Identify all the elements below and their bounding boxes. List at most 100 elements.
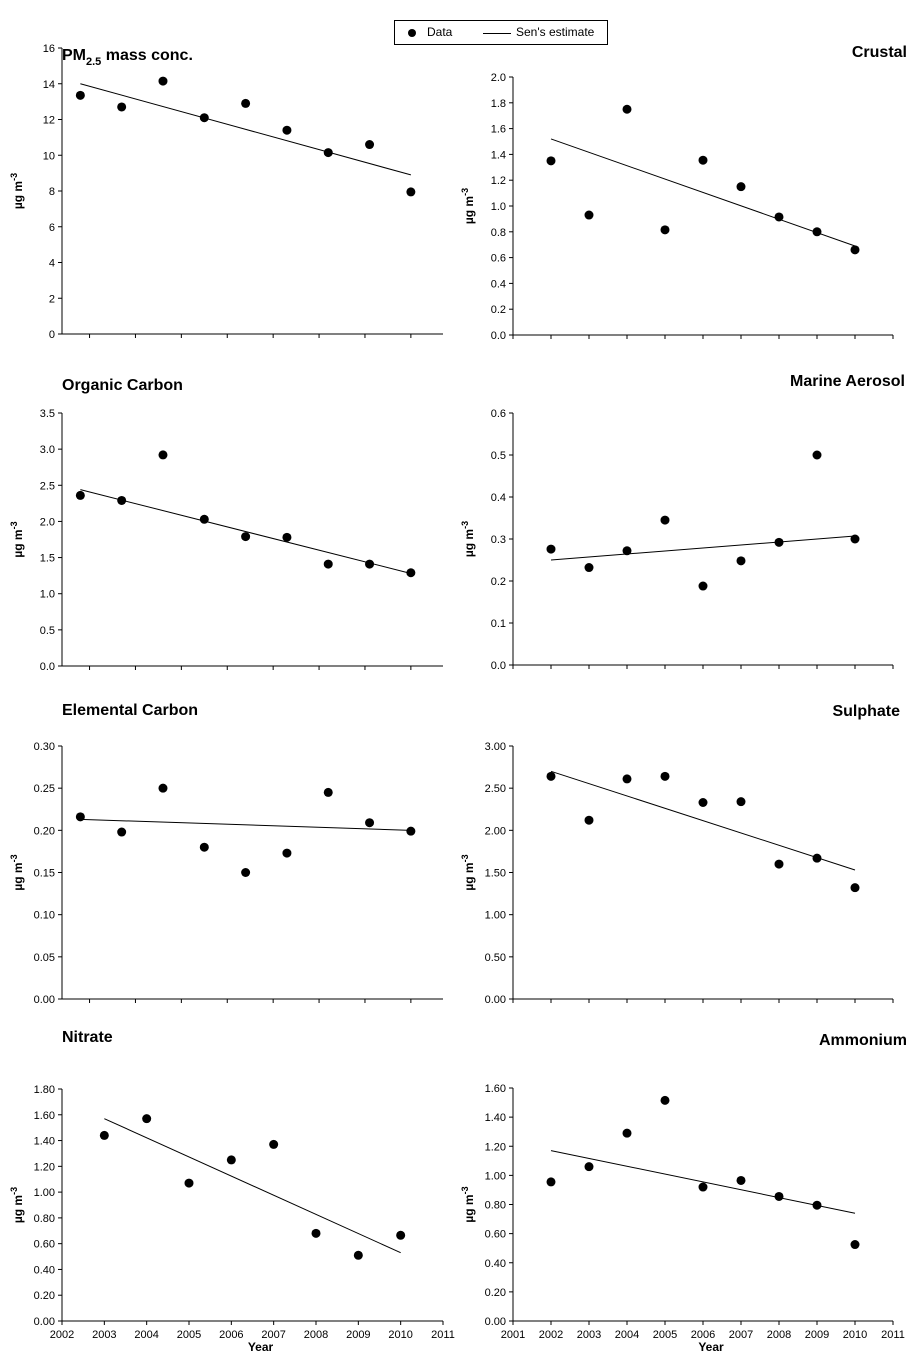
x-tick-label: 2004 <box>134 1329 158 1341</box>
y-tick-label: 12 <box>43 115 55 127</box>
data-point <box>546 1177 556 1187</box>
y-tick-label: 0.60 <box>485 1229 506 1241</box>
x-tick-label: 2004 <box>615 1329 639 1341</box>
chart-title: PM2.5 mass conc. <box>62 47 193 68</box>
chart-title-main: PM <box>62 47 86 64</box>
x-tick-label: 2007 <box>261 1329 285 1341</box>
legend-data-label: Data <box>427 25 453 39</box>
data-point <box>546 771 556 781</box>
data-point <box>241 532 251 542</box>
y-tick-label: 0.30 <box>34 741 55 753</box>
data-point <box>199 113 209 123</box>
data-point <box>184 1178 194 1188</box>
y-tick-label: 0.00 <box>34 994 55 1006</box>
y-axis-label-superscript: -3 <box>9 521 19 529</box>
y-tick-label: 0.25 <box>34 783 55 795</box>
x-tick-label: 2006 <box>219 1329 243 1341</box>
y-tick-label: 2.00 <box>485 825 506 837</box>
chart-title: Organic Carbon <box>62 377 183 394</box>
y-tick-label: 0.15 <box>34 868 55 880</box>
data-point <box>117 102 127 112</box>
data-point <box>812 227 822 237</box>
y-tick-label: 0.0 <box>40 661 55 673</box>
data-point <box>736 182 746 192</box>
y-tick-label: 1.0 <box>491 201 506 213</box>
x-axis-label: Year <box>248 1340 274 1354</box>
y-tick-label: 0.3 <box>491 534 506 546</box>
data-point <box>736 556 746 566</box>
y-tick-label: 2.0 <box>491 72 506 84</box>
chart-title-subscript: 2.5 <box>86 56 101 68</box>
chart-title: Elemental Carbon <box>62 702 198 719</box>
x-tick-label: 2005 <box>177 1329 201 1341</box>
data-point <box>353 1250 363 1260</box>
data-point <box>406 568 416 578</box>
data-point <box>282 848 292 858</box>
y-axis-label-unit: µg m <box>11 181 25 209</box>
y-tick-label: 2.5 <box>40 480 55 492</box>
y-tick-label: 0.20 <box>34 1290 55 1302</box>
data-point <box>241 868 251 877</box>
data-point <box>117 495 127 505</box>
x-tick-label: 2003 <box>92 1329 116 1341</box>
chart-title: Marine Aerosol <box>790 373 905 390</box>
x-tick-label: 2009 <box>805 1329 829 1341</box>
data-point <box>241 98 251 108</box>
data-point <box>698 798 708 808</box>
y-tick-label: 0.8 <box>491 227 506 239</box>
y-tick-label: 1.80 <box>34 1084 55 1096</box>
y-tick-label: 0.2 <box>491 304 506 316</box>
legend-fit-line-icon <box>483 33 511 34</box>
y-tick-label: 1.20 <box>34 1161 55 1173</box>
chart-panel-1: 0 2 4 6 8 10 12 14 16 µg m-3 PM2.5 mass conc. <box>9 43 443 341</box>
sens-estimate-line <box>550 770 856 871</box>
data-point <box>396 1230 406 1240</box>
chart-title: Ammonium <box>819 1032 907 1049</box>
y-tick-label: 1.40 <box>485 1112 506 1124</box>
y-tick-label: 0.10 <box>34 910 55 922</box>
y-tick-label: 2 <box>49 293 55 305</box>
y-tick-label: 0 <box>49 329 55 341</box>
y-tick-label: 8 <box>49 186 55 198</box>
y-tick-label: 0.40 <box>485 1258 506 1270</box>
data-point <box>75 90 85 100</box>
y-tick-label: 2.0 <box>40 516 55 528</box>
data-point <box>584 815 594 825</box>
data-point <box>282 532 292 542</box>
data-point <box>774 859 784 869</box>
y-axis-label-superscript: -3 <box>9 173 19 181</box>
data-point <box>660 515 670 525</box>
y-tick-label: 10 <box>43 150 55 162</box>
data-point <box>850 245 860 255</box>
y-axis-label: µg m-3 <box>460 854 476 890</box>
y-tick-label: 0.20 <box>34 825 55 837</box>
x-tick-label: 2002 <box>539 1329 563 1341</box>
data-point <box>584 1162 594 1172</box>
x-tick-label: 2001 <box>501 1329 525 1341</box>
chart-panel-5: 0.00 0.05 0.10 0.15 0.20 0.25 0.30 µg m-3 Elemen… <box>9 702 443 1006</box>
x-tick-label: 2003 <box>577 1329 601 1341</box>
data-point <box>622 774 632 784</box>
data-point <box>199 842 209 852</box>
y-tick-label: 0.00 <box>485 1316 506 1328</box>
y-axis-label-unit: µg m <box>462 1194 476 1222</box>
data-point <box>622 104 632 114</box>
x-tick-label: 2011 <box>431 1329 455 1341</box>
y-tick-label: 0.20 <box>485 1287 506 1299</box>
data-point <box>75 490 85 500</box>
y-tick-label: 1.6 <box>491 124 506 136</box>
sens-estimate-line <box>550 138 856 247</box>
legend-data-marker-icon <box>408 29 416 37</box>
y-axis-label-superscript: -3 <box>460 188 470 196</box>
y-tick-label: 1.40 <box>34 1136 55 1148</box>
data-point <box>660 771 670 781</box>
data-point <box>660 1095 670 1105</box>
y-tick-label: 1.00 <box>485 1170 506 1182</box>
y-tick-label: 0.4 <box>491 278 506 290</box>
y-tick-label: 0.5 <box>40 625 55 637</box>
data-point <box>117 827 127 837</box>
y-tick-label: 0.5 <box>491 450 506 462</box>
y-tick-label: 3.0 <box>40 444 55 456</box>
y-tick-label: 14 <box>43 79 55 91</box>
data-point <box>812 450 822 460</box>
